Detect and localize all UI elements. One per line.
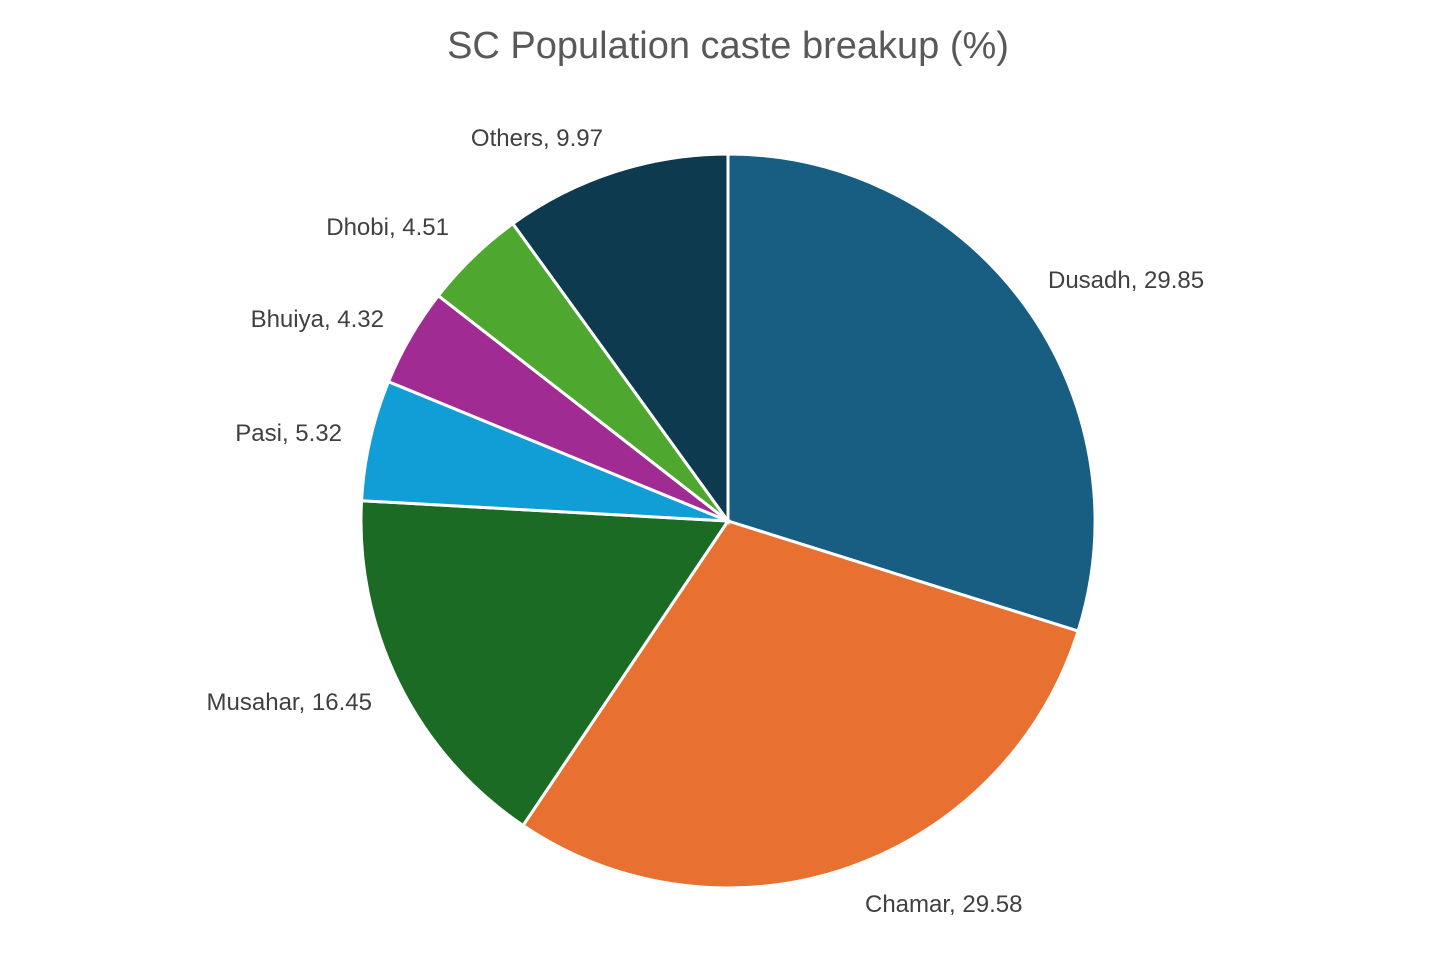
- pie-slice-others: [510, 152, 730, 526]
- slice-label-chamar: Chamar, 29.58: [865, 891, 1022, 918]
- pie-slices: [359, 152, 1097, 890]
- pie-slice-chamar: [520, 519, 1080, 890]
- slice-label-musahar: Musahar, 16.45: [207, 689, 372, 716]
- pie-slice-dusadh: [726, 152, 1097, 633]
- slice-label-others: Others, 9.97: [471, 125, 603, 152]
- pie-slice-musahar: [359, 499, 731, 828]
- slice-label-pasi: Pasi, 5.32: [235, 420, 342, 447]
- pie-labels: Dusadh, 29.85 Chamar, 29.58 Musahar, 16.45…: [207, 125, 1205, 918]
- chart-title: SC Population caste breakup (%): [447, 25, 1009, 67]
- slice-label-bhuiya: Bhuiya, 4.32: [251, 306, 384, 333]
- slice-label-dusadh: Dusadh, 29.85: [1048, 267, 1204, 294]
- slice-label-dhobi: Dhobi, 4.51: [326, 214, 449, 241]
